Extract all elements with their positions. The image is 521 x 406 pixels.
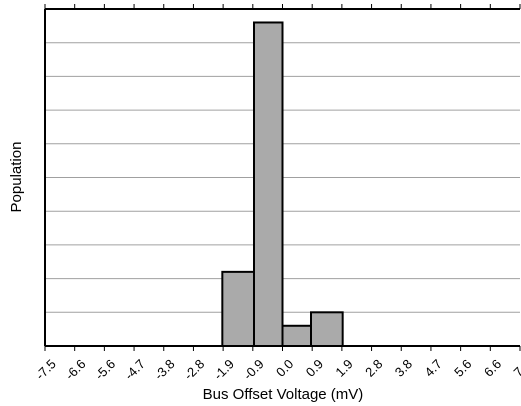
x-axis-title: Bus Offset Voltage (mV) [203, 386, 364, 403]
bars [221, 21, 344, 347]
bar--0.9 [253, 21, 284, 347]
x-tick-label: 7.5 [511, 356, 521, 379]
bar-0.9 [310, 311, 344, 347]
bar--1.9 [221, 270, 255, 347]
bar-0.0 [281, 324, 312, 347]
y-axis-title: Population [8, 142, 25, 213]
